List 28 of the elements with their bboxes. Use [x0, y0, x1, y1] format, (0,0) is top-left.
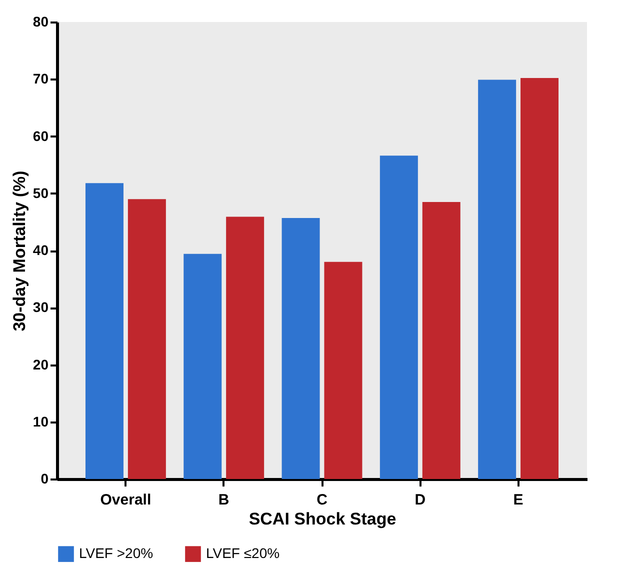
y-tick-label: 60	[32, 128, 49, 144]
y-tick-label: 10	[32, 413, 49, 430]
y-tick-label: 30	[32, 299, 49, 316]
bar	[85, 183, 124, 479]
y-axis-title: 30-day Mortality (%)	[10, 170, 29, 332]
bar	[282, 218, 320, 479]
legend-label: LVEF >20%	[79, 545, 154, 562]
x-tick-label: Overall	[100, 492, 152, 508]
bar	[380, 156, 418, 479]
bar	[324, 262, 362, 479]
x-tick-label: C	[316, 492, 328, 508]
y-tick-label: 70	[32, 70, 49, 87]
y-tick-label: 50	[32, 184, 49, 201]
legend-label: LVEF ≤20%	[206, 545, 280, 562]
bar	[422, 202, 460, 479]
bar	[520, 78, 559, 479]
y-tick-label: 20	[32, 356, 49, 372]
x-tick-label: E	[513, 492, 524, 508]
x-tick-label: D	[414, 492, 426, 508]
bar	[478, 80, 516, 479]
bar	[226, 216, 264, 479]
y-tick-label: 40	[32, 242, 49, 258]
y-tick-label: 80	[32, 14, 49, 30]
x-axis-title: SCAI Shock Stage	[248, 510, 396, 528]
bar	[128, 199, 166, 479]
bar	[184, 254, 222, 479]
x-tick-label: B	[218, 492, 230, 508]
y-tick-label: 0	[40, 470, 49, 486]
